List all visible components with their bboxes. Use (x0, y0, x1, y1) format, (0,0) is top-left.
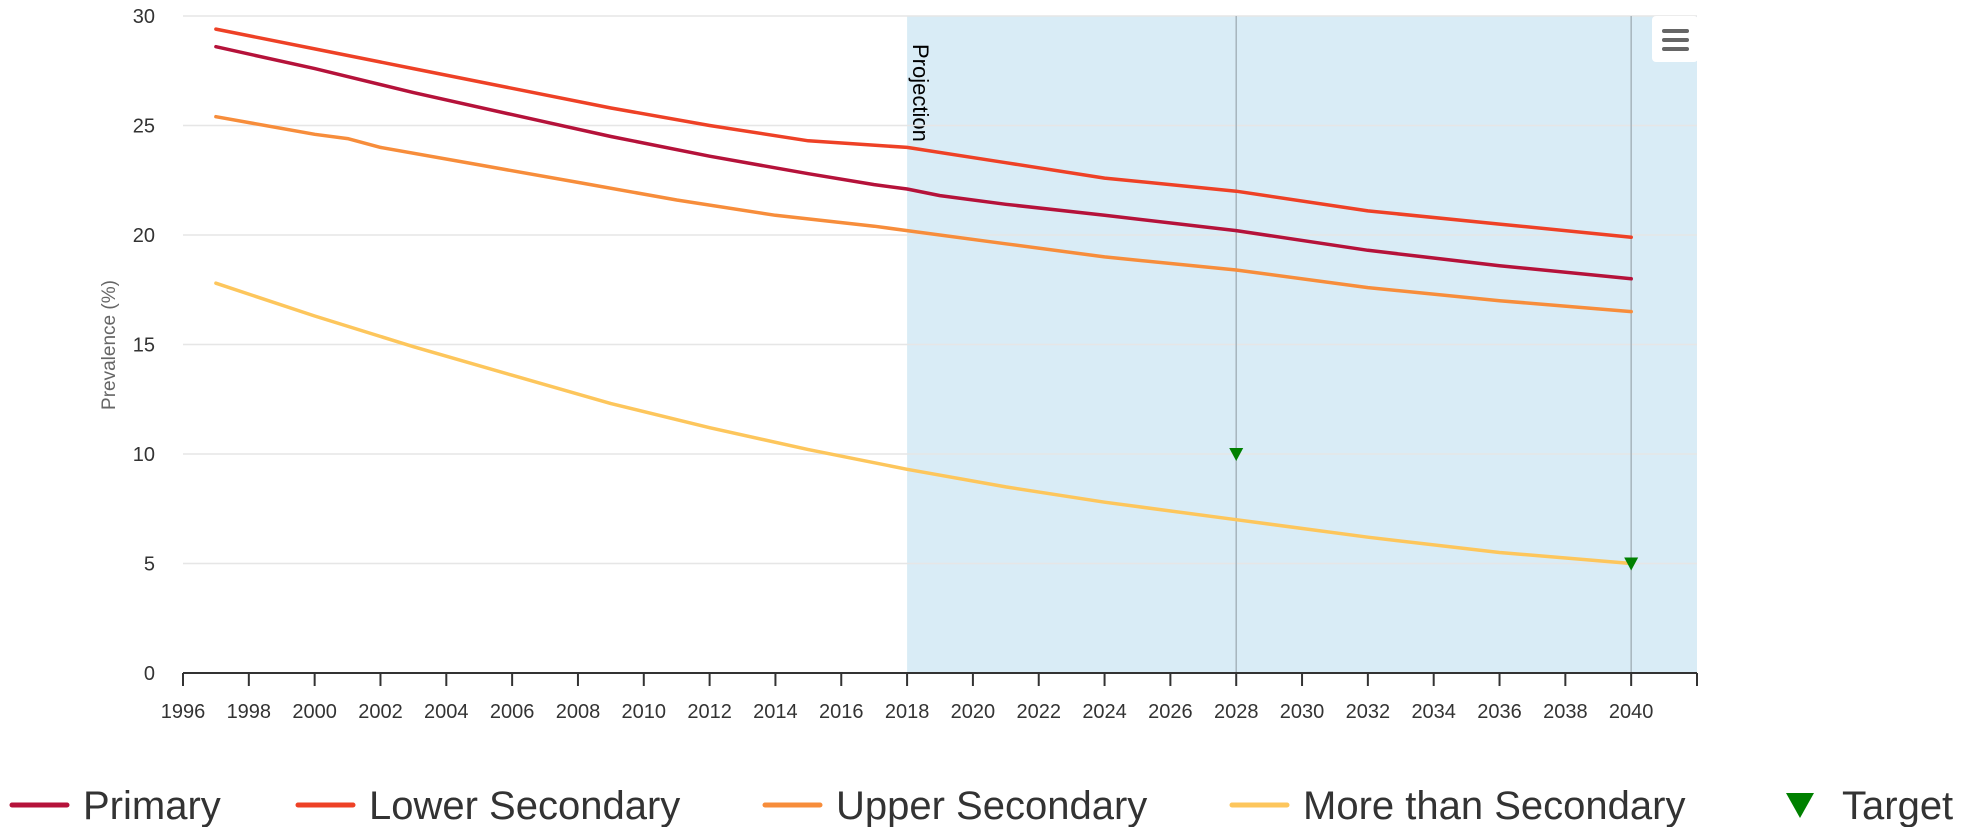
x-tick-label: 2014 (753, 701, 798, 723)
y-tick-label: 10 (133, 444, 155, 466)
y-tick-label: 15 (133, 335, 155, 357)
x-tick-label: 2030 (1280, 701, 1325, 723)
y-tick-label: 30 (133, 6, 155, 28)
target-marker (1624, 557, 1639, 571)
series-line-more-than-secondary (214, 281, 1633, 566)
x-tick-label: 2006 (490, 701, 535, 723)
legend: Primary Lower Secondary Upper Secondary Mor… (9, 784, 1953, 828)
x-tick-label: 2010 (622, 701, 667, 723)
legend-item-target[interactable]: Target (1786, 784, 1953, 828)
legend-label: More than Secondary (1303, 784, 1685, 827)
target-markers (1229, 448, 1639, 571)
legend-item-primary[interactable]: Primary (9, 784, 221, 828)
x-tick-label: 2016 (819, 701, 864, 723)
x-tick-label: 2000 (292, 701, 337, 723)
legend-label: Upper Secondary (836, 784, 1147, 827)
legend-item-lower-secondary[interactable]: Lower Secondary (295, 784, 680, 828)
legend-item-more-than-secondary[interactable]: More than Secondary (1229, 784, 1685, 828)
axis-labels: Prevalence (%) 0 5 10 15 20 25 30 1996 1998 2000 2… (99, 6, 1653, 723)
legend-label: Lower Secondary (369, 784, 680, 827)
axes (182, 672, 1698, 686)
target-marker (1229, 448, 1244, 461)
series-line-primary (214, 44, 1633, 281)
y-tick-label: 0 (144, 663, 155, 685)
y-tick-label: 25 (133, 116, 155, 138)
x-tick-label: 2036 (1477, 701, 1522, 723)
y-tick-label: 5 (144, 554, 155, 576)
x-tick-label: 2008 (556, 701, 601, 723)
x-tick-label: 2038 (1543, 701, 1588, 723)
legend-label: Target (1842, 784, 1953, 827)
series-line-lower-secondary (214, 27, 1633, 239)
x-tick-label: 2012 (687, 701, 732, 723)
x-tick-label: 1998 (227, 701, 272, 723)
x-tick-label: 2040 (1609, 701, 1654, 723)
x-tick-label: 1996 (161, 701, 206, 723)
legend-label: Primary (83, 784, 221, 827)
gridlines (183, 15, 1697, 565)
x-tick-label: 2002 (358, 701, 403, 723)
x-tick-label: 2004 (424, 701, 469, 723)
x-tick-label: 2028 (1214, 701, 1259, 723)
hamburger-menu-icon (1662, 29, 1689, 51)
chart-menu-button[interactable] (1652, 16, 1698, 62)
x-tick-label: 2026 (1148, 701, 1193, 723)
x-tick-label: 2024 (1082, 701, 1127, 723)
x-tick-label: 2022 (1016, 701, 1061, 723)
x-tick-label: 2034 (1411, 701, 1456, 723)
series-lines (214, 27, 1633, 566)
y-tick-label: 20 (133, 225, 155, 247)
x-tick-label: 2020 (951, 701, 996, 723)
y-axis-title: Prevalence (%) (99, 280, 120, 410)
legend-target-icon (1786, 793, 1814, 818)
legend-item-upper-secondary[interactable]: Upper Secondary (762, 784, 1147, 828)
x-tick-label: 2032 (1346, 701, 1391, 723)
x-tick-label: 2018 (885, 701, 930, 723)
projection-band-label: Projection (908, 44, 933, 142)
series-line-upper-secondary (214, 114, 1633, 314)
